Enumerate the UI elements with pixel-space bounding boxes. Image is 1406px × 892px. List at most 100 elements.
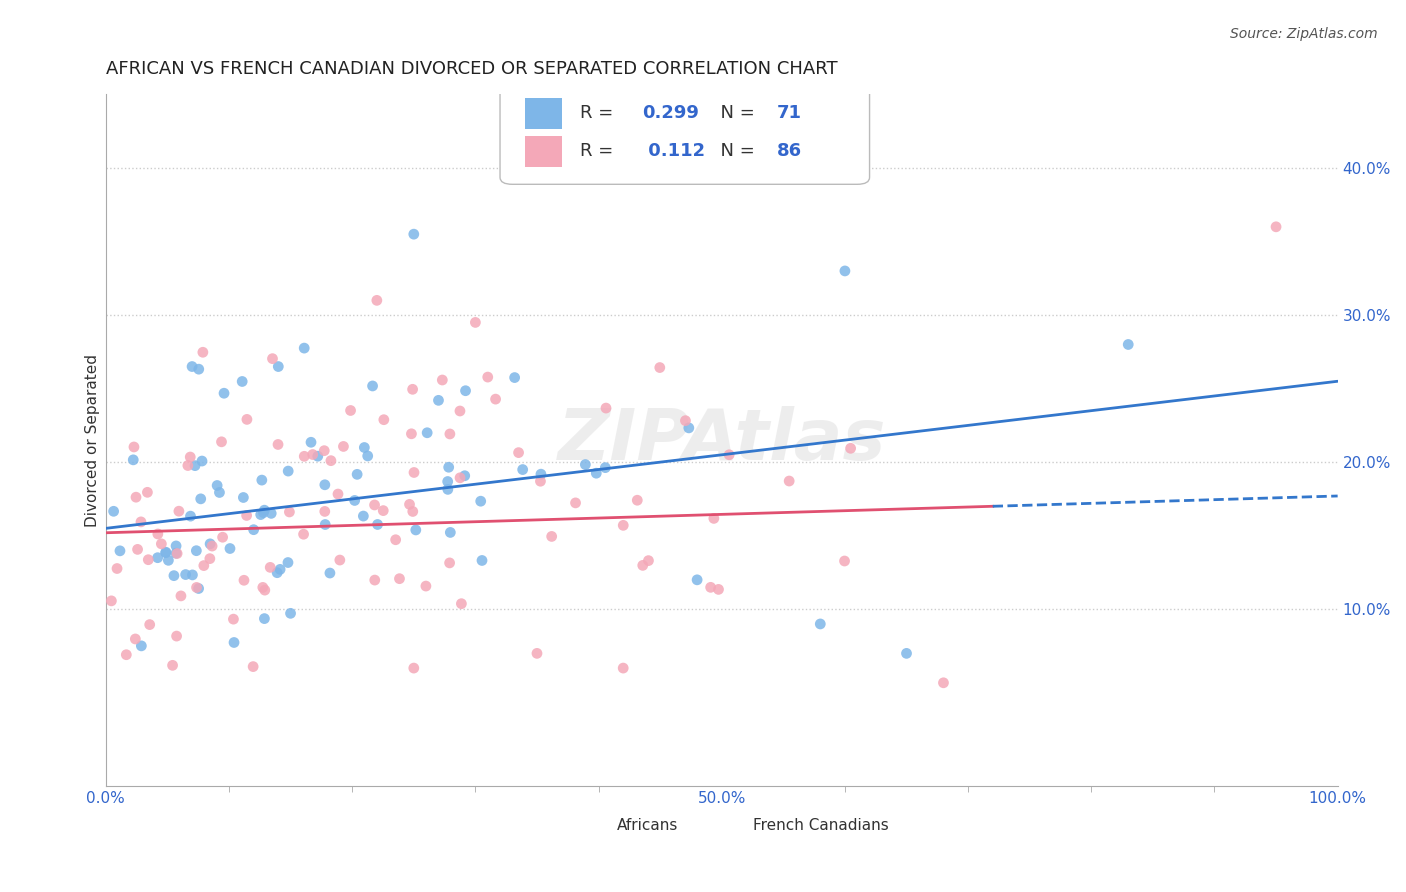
Point (233, 574, 256, 588)
Point (384, 533, 406, 547)
Point (470, 494, 492, 508)
Point (292, 341, 315, 355)
Point (707, 582, 730, 597)
Text: N =: N = (710, 142, 761, 161)
Point (115, 648, 138, 662)
Point (105, 561, 128, 575)
Text: ZIPAtlas: ZIPAtlas (558, 406, 886, 475)
Point (232, 491, 254, 505)
Point (250, 473, 273, 487)
Point (292, 527, 315, 541)
Point (564, 496, 586, 510)
Point (834, 554, 856, 568)
Point (231, 375, 253, 389)
Point (839, 442, 862, 456)
Point (366, 293, 388, 308)
Point (187, 362, 209, 376)
Point (648, 360, 671, 375)
Point (512, 462, 534, 476)
Point (150, 537, 173, 551)
Point (808, 616, 831, 631)
Point (267, 437, 290, 451)
Point (155, 546, 177, 560)
Point (162, 658, 184, 673)
Point (198, 537, 221, 551)
Point (401, 382, 423, 396)
Point (125, 490, 148, 504)
Point (138, 617, 160, 632)
Point (357, 449, 380, 463)
FancyBboxPatch shape (524, 98, 561, 129)
Point (165, 539, 187, 553)
Point (253, 612, 276, 626)
Point (292, 450, 315, 464)
Point (177, 458, 200, 473)
Point (307, 449, 329, 463)
Point (219, 541, 242, 556)
Point (242, 523, 264, 537)
Point (595, 460, 617, 475)
Point (454, 384, 477, 398)
Point (585, 466, 607, 480)
Point (437, 483, 460, 497)
Point (166, 547, 188, 561)
Text: Source: ZipAtlas.com: Source: ZipAtlas.com (1230, 27, 1378, 41)
Point (236, 412, 259, 426)
Point (612, 661, 634, 675)
Point (439, 427, 461, 442)
Point (108, 544, 131, 558)
Point (343, 493, 366, 508)
Point (222, 635, 245, 649)
Point (896, 646, 918, 660)
Point (211, 530, 233, 544)
Point (530, 467, 553, 482)
Point (1265, 219, 1288, 234)
Point (503, 370, 526, 384)
Point (277, 464, 299, 478)
Point (353, 441, 375, 455)
Point (157, 553, 180, 567)
Point (432, 373, 454, 387)
Point (574, 458, 596, 472)
Point (678, 421, 700, 435)
Point (778, 474, 800, 488)
Point (319, 453, 342, 467)
Y-axis label: Divorced or Separated: Divorced or Separated (86, 353, 100, 526)
Text: 0.299: 0.299 (641, 104, 699, 122)
Point (252, 581, 274, 595)
Point (166, 629, 188, 643)
Point (187, 582, 209, 596)
Point (235, 508, 257, 523)
Point (136, 552, 159, 566)
Point (631, 558, 654, 573)
Point (402, 661, 425, 675)
Point (253, 583, 276, 598)
Point (450, 597, 472, 611)
Point (373, 413, 395, 427)
Point (198, 551, 221, 566)
Text: R =: R = (581, 142, 619, 161)
Point (186, 543, 208, 558)
Point (402, 227, 425, 242)
Point (124, 632, 146, 646)
Point (364, 573, 387, 587)
Point (508, 445, 530, 459)
Point (191, 454, 214, 468)
Point (299, 435, 322, 450)
Point (526, 646, 548, 660)
Point (205, 478, 228, 492)
Text: 71: 71 (778, 104, 803, 122)
Point (439, 556, 461, 570)
Point (201, 539, 224, 553)
Point (437, 460, 460, 475)
Point (367, 517, 389, 532)
Point (346, 467, 368, 482)
Point (319, 566, 342, 580)
Point (184, 458, 207, 473)
Point (179, 509, 201, 524)
Point (405, 523, 427, 537)
Point (402, 504, 425, 518)
Point (211, 434, 233, 449)
Point (637, 554, 659, 568)
Text: 86: 86 (778, 142, 803, 161)
